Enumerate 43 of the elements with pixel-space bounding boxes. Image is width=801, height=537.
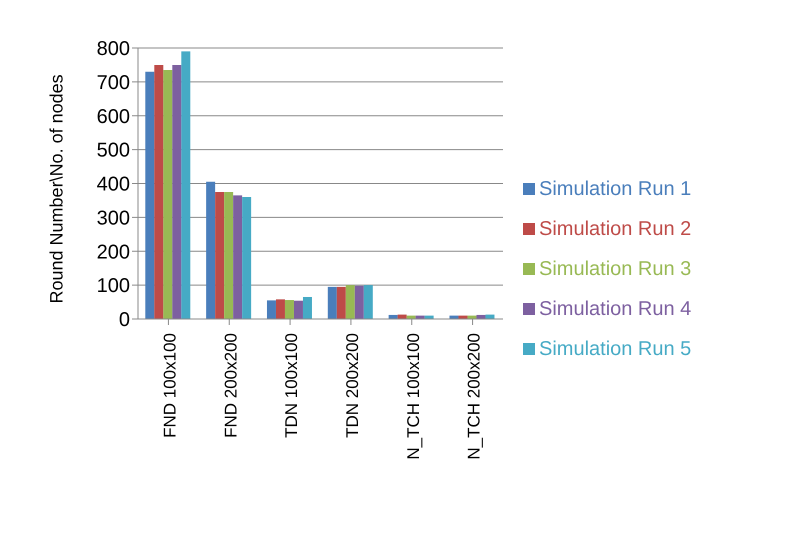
- y-tick-label: 500: [96, 140, 130, 162]
- legend-label: Simulation Run 3: [539, 258, 692, 280]
- bar: [145, 72, 154, 319]
- bar: [154, 64, 164, 319]
- bar: [163, 70, 172, 319]
- bar: [172, 64, 182, 319]
- bar: [364, 285, 373, 319]
- y-tick-label: 700: [96, 72, 130, 94]
- y-tick-label: 300: [96, 207, 130, 230]
- y-tick-label: 0: [118, 309, 130, 332]
- bar: [328, 286, 337, 319]
- y-tick-label: 400: [96, 174, 130, 196]
- x-tick-label: FND 100x100: [160, 333, 180, 438]
- legend-label: Simulation Run 2: [539, 218, 692, 240]
- bar: [215, 192, 224, 319]
- bar: [294, 300, 303, 319]
- x-tick-label: TDN 100x100: [282, 333, 302, 438]
- legend-label: Simulation Run 5: [539, 338, 692, 360]
- x-tick-label: N_TCH 100x100: [404, 333, 423, 460]
- bar: [224, 192, 234, 319]
- legend-label: Simulation Run 4: [539, 298, 692, 320]
- bar: [242, 197, 252, 319]
- bar: [276, 299, 285, 319]
- bar: [206, 182, 216, 319]
- bar: [485, 314, 494, 319]
- y-tick-label: 800: [96, 38, 130, 60]
- y-tick-label: 200: [96, 241, 130, 264]
- x-tick-label: N_TCH 200x200: [464, 333, 484, 460]
- x-tick-label: TDN 200x200: [342, 333, 362, 438]
- bar: [181, 51, 190, 319]
- bar: [233, 195, 242, 319]
- x-tick-label: FND 200x200: [221, 333, 240, 438]
- y-tick-label: 600: [96, 106, 130, 128]
- legend-label: Simulation Run 1: [539, 178, 692, 200]
- bar: [302, 296, 312, 319]
- bar: [354, 286, 364, 319]
- bar: [266, 300, 276, 319]
- bar: [346, 285, 355, 319]
- y-tick-label: 100: [96, 275, 130, 298]
- bar: [336, 286, 346, 319]
- y-axis-title: Round Number\No. of nodes: [46, 74, 66, 304]
- bar: [398, 314, 407, 319]
- bar: [284, 300, 294, 319]
